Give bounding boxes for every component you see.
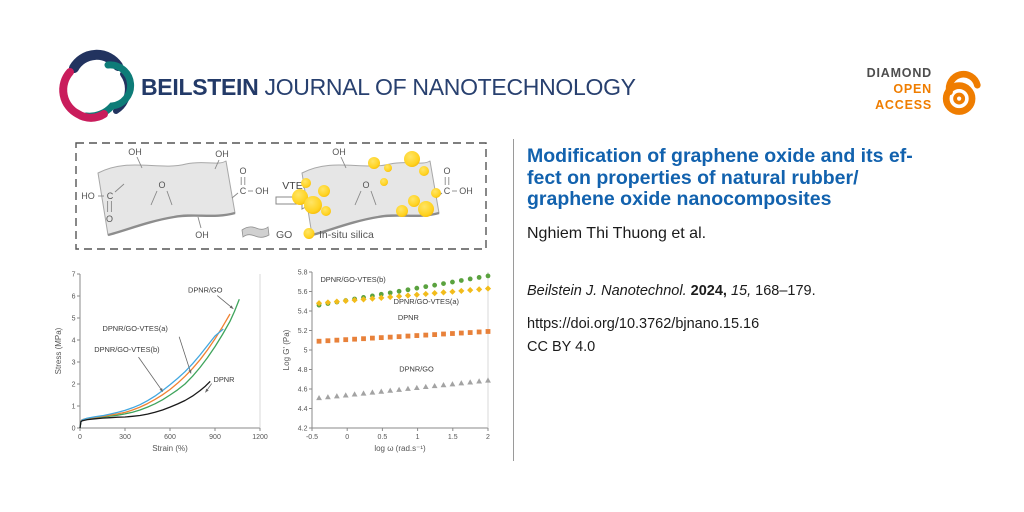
svg-text:1: 1 <box>72 403 76 410</box>
svg-text:0: 0 <box>78 434 82 441</box>
svg-text:C: C <box>107 191 114 201</box>
silica-legend-icon <box>303 228 315 239</box>
svg-text:5.4: 5.4 <box>298 308 308 315</box>
citation-volume: 15, <box>730 282 752 299</box>
citation-journal: Beilstein J. Nanotechnol. <box>527 282 687 299</box>
journal-name-rest: JOURNAL OF NANOTECHNOLOGY <box>258 74 637 100</box>
svg-text:DPNR/GO-VTES(b): DPNR/GO-VTES(b) <box>94 345 159 354</box>
svg-text:300: 300 <box>119 434 131 441</box>
svg-text:DPNR: DPNR <box>214 375 235 384</box>
svg-text:HO: HO <box>81 191 95 201</box>
go-sheet-left: OH OH HO C O O O C OH OH <box>81 147 269 240</box>
svg-text:5.8: 5.8 <box>298 269 308 276</box>
svg-text:OH: OH <box>332 147 346 157</box>
journal-name-bold: BEILSTEIN <box>141 74 259 100</box>
article-citation: Beilstein J. Nanotechnol. 2024, 15, 168–… <box>527 283 997 299</box>
badge-access-label: ACCESS <box>875 98 932 112</box>
title-line-1: Modification of graphene oxide and its e… <box>527 145 913 167</box>
svg-text:DPNR: DPNR <box>398 313 419 322</box>
svg-text:O: O <box>362 180 369 190</box>
open-lock-icon <box>942 70 981 115</box>
svg-text:DPNR/GO-VTES(b): DPNR/GO-VTES(b) <box>320 275 385 284</box>
article-meta: Modification of graphene oxide and its e… <box>527 145 997 355</box>
journal-name: BEILSTEIN JOURNAL OF NANOTECHNOLOGY <box>141 74 636 101</box>
svg-text:2: 2 <box>486 434 490 441</box>
svg-text:O: O <box>158 180 165 190</box>
citation-year: 2024, <box>690 282 727 299</box>
svg-text:4.6: 4.6 <box>298 386 308 393</box>
svg-text:4.8: 4.8 <box>298 367 308 374</box>
svg-text:DPNR/GO-VTES(a): DPNR/GO-VTES(a) <box>103 324 168 333</box>
go-sheet-right: OH O O C OH <box>301 147 473 237</box>
go-legend-icon <box>241 226 270 238</box>
badge-diamond-label: DIAMOND <box>866 66 932 80</box>
svg-text:900: 900 <box>209 434 221 441</box>
svg-text:OH: OH <box>195 230 209 240</box>
svg-text:5: 5 <box>72 315 76 322</box>
storage-modulus-chart: -0.5 0 0.5 1 1.5 2 4.2 4.4 4.6 4.8 5 5.2 5.4 5.6 5.8 lo… <box>282 269 492 453</box>
go-legend-label: GO <box>276 229 292 241</box>
scheme-figure: OH OH HO C O O O C OH OH VTES <box>75 142 487 250</box>
svg-text:OH: OH <box>215 149 229 159</box>
article-authors: Nghiem Thi Thuong et al. <box>527 224 707 242</box>
svg-text:5.2: 5.2 <box>298 328 308 335</box>
open-access-badge: DIAMOND OPEN ACCESS <box>855 58 985 120</box>
svg-text:4.4: 4.4 <box>298 406 308 413</box>
svg-text:DPNR/GO: DPNR/GO <box>399 364 434 373</box>
svg-text:log ω (rad.s⁻¹): log ω (rad.s⁻¹) <box>374 444 426 453</box>
citation-pages: 168–179. <box>755 282 816 299</box>
svg-text:Stress (MPa): Stress (MPa) <box>54 327 63 374</box>
article-title: Modification of graphene oxide and its e… <box>527 145 997 211</box>
svg-text:O: O <box>443 166 450 176</box>
scheme-legend: GO In-situ silica <box>241 226 374 241</box>
svg-text:4.2: 4.2 <box>298 425 308 432</box>
doi-link[interactable]: https://doi.org/10.3762/bjnano.15.16 <box>527 315 760 332</box>
badge-open-label: OPEN <box>893 82 932 96</box>
svg-text:5.6: 5.6 <box>298 289 308 296</box>
svg-text:DPNR/GO-VTES(a): DPNR/GO-VTES(a) <box>394 297 459 306</box>
svg-text:O: O <box>239 166 246 176</box>
license-label: CC BY 4.0 <box>527 338 596 355</box>
svg-text:1200: 1200 <box>252 434 268 441</box>
svg-text:0: 0 <box>345 434 349 441</box>
svg-text:C: C <box>444 186 451 196</box>
svg-text:0: 0 <box>72 425 76 432</box>
svg-text:OH: OH <box>459 186 473 196</box>
svg-text:O: O <box>106 214 113 224</box>
svg-text:5: 5 <box>304 347 308 354</box>
silica-legend-label: In-situ silica <box>319 229 374 241</box>
svg-text:4: 4 <box>72 337 76 344</box>
svg-text:DPNR/GO: DPNR/GO <box>188 286 223 295</box>
silica-spheres <box>292 151 441 217</box>
beilstein-logo <box>59 49 135 122</box>
svg-text:Log G' (Pa): Log G' (Pa) <box>282 329 291 370</box>
svg-text:OH: OH <box>128 147 142 157</box>
svg-text:7: 7 <box>72 271 76 278</box>
svg-text:2: 2 <box>72 381 76 388</box>
svg-text:0.5: 0.5 <box>378 434 388 441</box>
svg-text:-0.5: -0.5 <box>306 434 318 441</box>
title-line-2: fect on properties of natural rubber/ <box>527 166 859 189</box>
open-access-badge-text: DIAMOND OPEN ACCESS <box>867 65 932 113</box>
svg-text:1: 1 <box>416 434 420 441</box>
column-divider <box>513 139 514 461</box>
svg-text:1.5: 1.5 <box>448 434 458 441</box>
svg-text:C: C <box>240 186 247 196</box>
stress-strain-chart: 0 300 600 900 1200 0 1 2 3 4 5 6 7 Strain (%) Stress (… <box>54 271 268 453</box>
svg-text:6: 6 <box>72 293 76 300</box>
svg-text:600: 600 <box>164 434 176 441</box>
svg-text:OH: OH <box>255 186 269 196</box>
scheme-border <box>75 142 487 250</box>
svg-text:3: 3 <box>72 359 76 366</box>
title-line-3: graphene oxide nanocomposites <box>527 188 832 210</box>
svg-text:Strain (%): Strain (%) <box>152 444 188 453</box>
